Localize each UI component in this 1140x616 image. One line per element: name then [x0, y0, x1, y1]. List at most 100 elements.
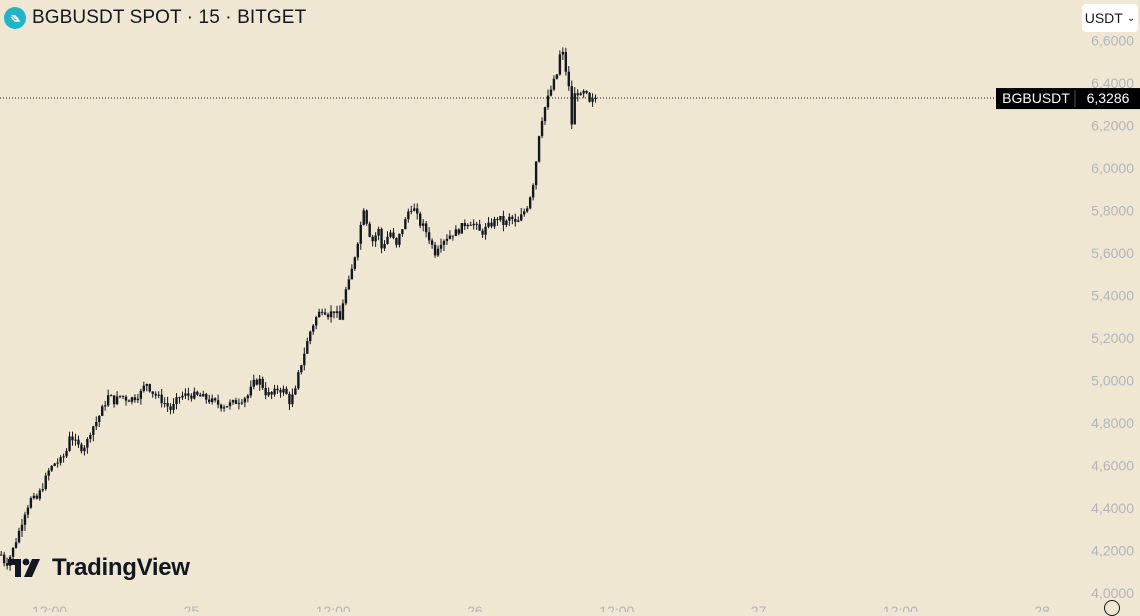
candle-body [124, 396, 128, 401]
candle-body [151, 391, 154, 394]
candle-body [44, 475, 47, 490]
candle-body [570, 86, 573, 125]
candle-body [517, 220, 520, 222]
candle-body [145, 384, 148, 386]
settings-gear-icon[interactable] [1104, 600, 1120, 616]
candle-body [365, 210, 368, 224]
candle-body [68, 436, 71, 451]
candle-body [148, 384, 151, 392]
candle-body [528, 197, 532, 209]
candle-body [439, 244, 443, 249]
candle-body [573, 93, 576, 125]
candle-body [234, 400, 238, 404]
candle-body [368, 223, 371, 237]
candle-body [537, 136, 541, 162]
x-tick-label: 12:00 [883, 603, 918, 612]
candle-body [38, 490, 42, 499]
candle-body [291, 394, 294, 405]
currency-selector[interactable]: USDT ⌄ [1082, 4, 1138, 32]
candle-body [469, 224, 472, 226]
candle-body [80, 444, 83, 452]
candle-body [430, 240, 434, 245]
x-tick-label: 26 [467, 603, 483, 612]
y-tick-label: 5,6000 [1091, 245, 1134, 261]
candle-body [404, 219, 407, 230]
candle-body [297, 372, 300, 389]
candle-body [11, 547, 15, 557]
candle-body [436, 248, 440, 256]
candle-body [178, 397, 181, 399]
candle-body [505, 220, 508, 225]
candle-body [17, 530, 21, 543]
candle-body [133, 397, 137, 401]
candle-body [32, 495, 36, 499]
candle-body [154, 393, 157, 396]
candle-body [326, 314, 330, 318]
candle-body [392, 232, 395, 238]
candle-body [166, 403, 169, 407]
candle-body [555, 74, 559, 79]
candle-body [424, 223, 428, 233]
tradingview-logo-icon [8, 558, 40, 577]
y-tick-label: 4,6000 [1091, 457, 1134, 473]
candle-body [511, 216, 514, 219]
candle-body [118, 395, 122, 397]
candle-body [219, 404, 223, 409]
candle-body [208, 399, 211, 403]
y-tick-label: 5,4000 [1091, 287, 1134, 303]
last-price-tag [996, 88, 1140, 110]
candle-body [389, 232, 392, 237]
candle-body [419, 213, 422, 226]
candle-body [175, 397, 178, 405]
candle-body [344, 289, 348, 304]
candle-body [264, 387, 267, 396]
candle-body [496, 219, 499, 221]
candle-body [300, 365, 303, 373]
candle-body [407, 211, 410, 220]
candle-body [356, 243, 359, 258]
candle-body [213, 398, 217, 401]
chevron-down-icon: ⌄ [1126, 12, 1136, 24]
candle-body [71, 436, 74, 441]
x-tick-label: 12:00 [316, 603, 351, 612]
candle-body [101, 406, 104, 416]
candle-body [86, 438, 89, 448]
candle-body [276, 388, 279, 391]
candle-body [454, 229, 458, 236]
candle-body [484, 226, 487, 235]
tradingview-logo-text: TradingView [52, 554, 190, 581]
candle-body [303, 353, 306, 366]
candle-body [216, 400, 220, 405]
last-price-symbol: BGBUSDT [1002, 90, 1070, 106]
currency-label: USDT [1084, 10, 1123, 26]
candle-body [231, 400, 235, 403]
candle-body [20, 524, 24, 531]
candle-body [487, 222, 490, 227]
y-tick-label: 6,4000 [1091, 75, 1134, 91]
candle-body [190, 395, 193, 399]
candle-body [499, 215, 502, 220]
candle-body [314, 317, 318, 326]
candle-body [540, 121, 544, 137]
candle-body [442, 240, 446, 245]
tradingview-logo: TradingView [8, 553, 190, 583]
candle-body [187, 393, 190, 396]
candle-body [172, 404, 175, 410]
y-tick-label: 4,4000 [1091, 500, 1134, 516]
x-tick-label: 28 [1034, 603, 1050, 612]
candle-body [395, 237, 398, 245]
y-tick-label: 6,2000 [1091, 117, 1134, 133]
candle-body [205, 393, 208, 400]
candle-body [564, 51, 568, 72]
candle-body [225, 406, 229, 408]
candle-body [163, 403, 166, 405]
candle-body [109, 395, 113, 397]
candle-body [401, 229, 404, 234]
candle-body [463, 223, 466, 227]
candle-body [490, 222, 493, 227]
candle-body [508, 216, 511, 221]
candle-body [427, 232, 431, 241]
candle-body [56, 462, 59, 464]
candle-body [127, 400, 131, 402]
